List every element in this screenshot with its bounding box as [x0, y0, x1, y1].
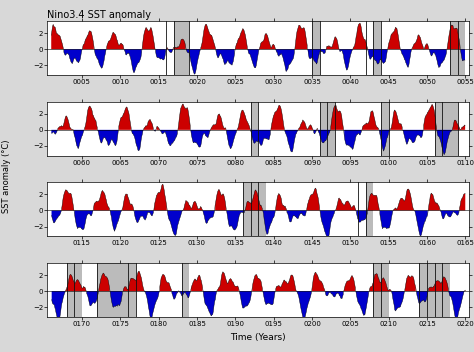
X-axis label: Time (Years): Time (Years)	[230, 333, 286, 341]
Bar	[97, 263, 136, 317]
Text: SST anomaly (°C): SST anomaly (°C)	[2, 139, 11, 213]
Bar	[182, 263, 189, 317]
Text: Nino3.4 SST anomaly: Nino3.4 SST anomaly	[47, 10, 151, 20]
Bar	[243, 182, 266, 236]
Bar	[374, 263, 389, 317]
Bar	[319, 102, 335, 156]
Bar	[366, 182, 374, 236]
Bar	[174, 21, 189, 75]
Bar	[312, 21, 319, 75]
Bar	[435, 102, 458, 156]
Bar	[251, 102, 258, 156]
Bar	[374, 21, 381, 75]
Bar	[66, 263, 82, 317]
Bar	[381, 102, 389, 156]
Bar	[419, 263, 450, 317]
Bar	[450, 21, 465, 75]
